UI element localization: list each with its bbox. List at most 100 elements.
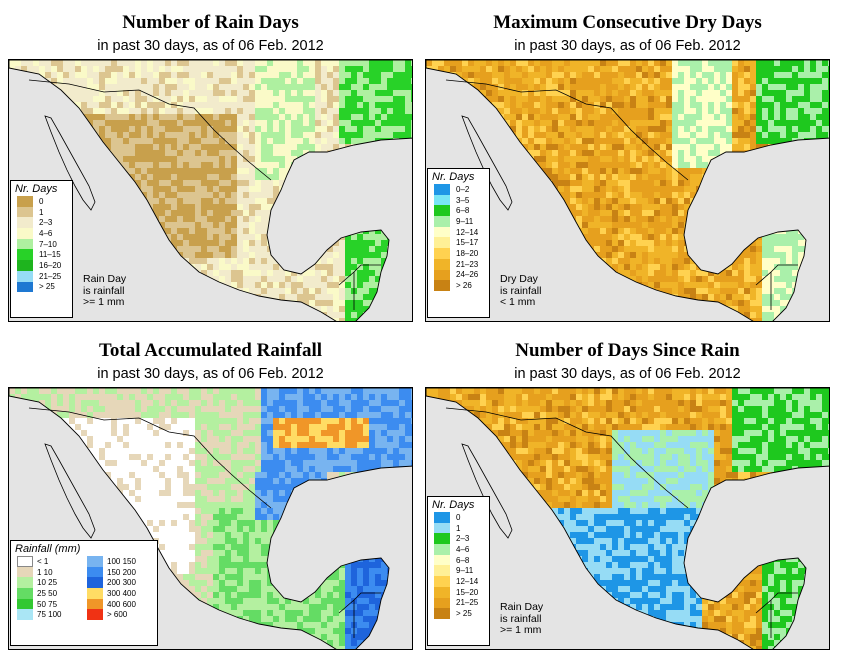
panel-title: Number of Days Since Rain <box>515 340 740 361</box>
note-line: Rain Day <box>500 601 544 613</box>
legend-label: 21–25 <box>456 598 479 608</box>
legend-label: 75 100 <box>37 610 62 620</box>
legend-row: 0–2 <box>428 184 489 195</box>
legend-row: 12–14 <box>428 226 489 238</box>
coastline <box>9 388 412 649</box>
legend-label: 9–11 <box>456 566 474 576</box>
legend-label: 24–26 <box>456 270 479 280</box>
legend-items: 0 1 2–3 4–6 6–8 9–11 12–14 15–20 21–25 > 25 <box>428 512 489 619</box>
legend-swatch <box>17 566 33 578</box>
legend-column-right: 100 150 150 200 200 300 300 400 400 600 > 600 <box>81 556 151 621</box>
legend-label: 1 <box>39 207 44 217</box>
gulf-of-california <box>461 443 513 539</box>
legend-swatch <box>434 194 450 206</box>
legend-row: 3–5 <box>428 194 489 206</box>
panel-subtitle: in past 30 days, as of 06 Feb. 2012 <box>514 366 741 382</box>
legend-swatch <box>87 556 103 567</box>
legend-row: 150 200 <box>81 566 151 578</box>
note-line: is rainfall <box>83 284 125 297</box>
legend-swatch <box>17 238 33 250</box>
legend-label: 6–8 <box>456 206 470 216</box>
legend-swatch <box>17 588 33 599</box>
legend-label: > 25 <box>456 609 472 619</box>
note-line: Rain Day <box>83 273 127 285</box>
legend-swatch <box>87 566 103 578</box>
legend-row: 50 75 <box>11 598 81 610</box>
note-line: is rainfall <box>500 612 542 625</box>
legend-label: 21–25 <box>39 271 62 281</box>
legend-row: 9–11 <box>428 565 489 577</box>
legend-row: 15–17 <box>428 237 489 249</box>
legend-title: Nr. Days <box>15 183 58 195</box>
legend-label: 50 75 <box>37 599 58 609</box>
legend-swatch <box>87 577 103 589</box>
legend-swatch <box>434 576 450 587</box>
legend-label: 15–17 <box>456 238 479 248</box>
map-canvas <box>9 60 412 321</box>
legend-swatch <box>434 533 450 545</box>
legend-swatch <box>434 554 450 566</box>
legend-swatch <box>434 586 450 598</box>
legend-row: 24–26 <box>428 269 489 281</box>
legend-swatch <box>434 544 450 555</box>
legend-title: Nr. Days <box>432 171 475 183</box>
panel-subtitle: in past 30 days, as of 06 Feb. 2012 <box>514 38 741 54</box>
legend-swatch <box>434 226 450 238</box>
map-rainfall <box>8 387 413 650</box>
legend-label: 100 150 <box>107 556 136 566</box>
legend-row: 2–3 <box>428 533 489 545</box>
legend-label: 0–2 <box>456 184 470 194</box>
panel-rainfall: Total Accumulated Rainfall in past 30 da… <box>8 340 413 652</box>
legend-label: 2–3 <box>456 534 470 544</box>
legend-row: 400 600 <box>81 598 151 610</box>
legend-label: 12–14 <box>456 227 479 237</box>
legend-items: 0–2 3–5 6–8 9–11 12–14 15–17 18–20 21–23 24–26 > … <box>428 184 489 291</box>
us-mexico-border <box>445 79 689 181</box>
legend-label: 1 10 <box>37 567 53 577</box>
gulf-of-california <box>44 443 96 539</box>
legend-row: 7–10 <box>11 238 72 250</box>
legend-row: 25 50 <box>11 588 81 599</box>
legend-row: 12–14 <box>428 576 489 587</box>
legend-swatch <box>17 270 33 282</box>
legend-label: 7–10 <box>39 239 57 249</box>
legend-swatch <box>17 217 33 229</box>
coastline <box>426 60 829 321</box>
legend-row: 18–20 <box>428 248 489 259</box>
note-line: Dry Day <box>500 273 538 285</box>
legend-title: Rainfall (mm) <box>15 543 81 555</box>
legend-label: > 600 <box>107 610 128 620</box>
legend-swatch <box>434 184 450 195</box>
legend-swatch <box>17 598 33 610</box>
legend-label: 300 400 <box>107 588 136 598</box>
legend-label: 4–6 <box>39 228 53 238</box>
legend-label: 200 300 <box>107 578 136 588</box>
coastline <box>9 60 412 321</box>
guatemala-belize-border <box>338 592 381 638</box>
legend-row: 6–8 <box>428 554 489 566</box>
definition-note: Rain Day is rainfall >= 1 mm <box>83 273 127 309</box>
legend-label: 11–15 <box>39 250 61 260</box>
legend-swatch <box>17 609 33 621</box>
legend-swatch <box>87 598 103 610</box>
legend-row: > 600 <box>81 609 151 621</box>
legend-row: 16–20 <box>11 260 72 271</box>
legend-since-rain: Nr. Days 0 1 2–3 4–6 6–8 9–11 12–14 15–20 21–25 >… <box>427 496 490 646</box>
guatemala-belize-border <box>338 264 381 310</box>
legend-swatch <box>17 556 33 567</box>
note-line: < 1 mm <box>500 296 536 308</box>
legend-swatch <box>17 196 33 207</box>
legend-swatch <box>17 249 33 261</box>
legend-label: 4–6 <box>456 544 470 554</box>
legend-label: 3–5 <box>456 195 470 205</box>
legend-swatch <box>17 260 33 271</box>
panel-rain-days: Number of Rain Days in past 30 days, as … <box>8 12 413 324</box>
note-line: >= 1 mm <box>500 624 542 636</box>
legend-row: 75 100 <box>11 609 81 621</box>
panel-subtitle: in past 30 days, as of 06 Feb. 2012 <box>97 366 324 382</box>
legend-label: 2–3 <box>39 218 53 228</box>
legend-label: 400 600 <box>107 599 136 609</box>
guatemala-belize-border <box>755 592 798 638</box>
